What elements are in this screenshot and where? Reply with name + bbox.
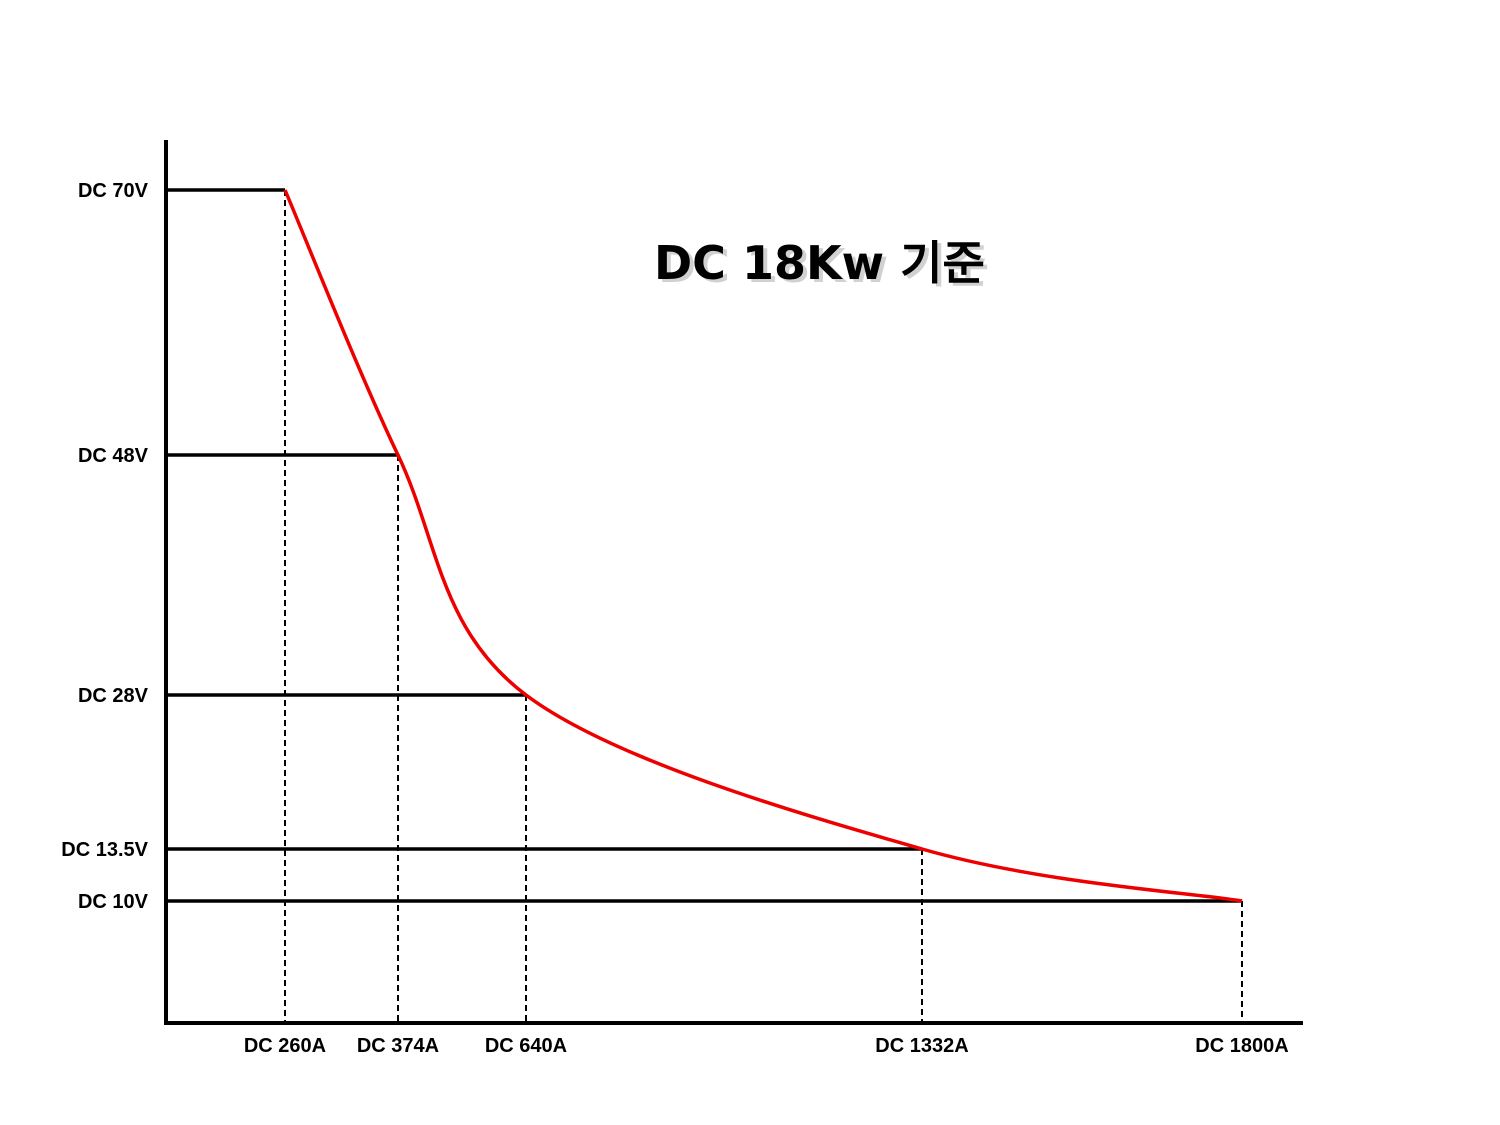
y-tick-label: DC 28V <box>78 685 149 707</box>
y-tick-label: DC 13.5V <box>61 839 148 861</box>
x-tick-labels: DC 260A DC 374A DC 640A DC 1332A DC 1800A <box>244 1035 1289 1057</box>
chart-title-group: DC 18Kw 기준 DC 18Kw 기준 <box>654 236 989 293</box>
chart-title-shadow: DC 18Kw 기준 <box>658 239 989 293</box>
chart-axes <box>164 140 1303 1025</box>
x-tick-label: DC 260A <box>244 1035 326 1057</box>
x-tick-label: DC 374A <box>357 1035 439 1057</box>
reference-lines <box>166 188 1243 1023</box>
x-tick-label: DC 1332A <box>875 1035 968 1057</box>
chart-title: DC 18Kw 기준 <box>654 236 985 290</box>
y-tick-label: DC 10V <box>78 891 149 913</box>
y-tick-label: DC 48V <box>78 445 149 467</box>
x-tick-label: DC 1800A <box>1195 1035 1288 1057</box>
series-line <box>283 189 1243 903</box>
y-tick-label: DC 70V <box>78 180 149 202</box>
x-tick-label: DC 640A <box>485 1035 567 1057</box>
y-tick-labels: DC 70V DC 48V DC 28V DC 13.5V DC 10V <box>61 180 148 913</box>
